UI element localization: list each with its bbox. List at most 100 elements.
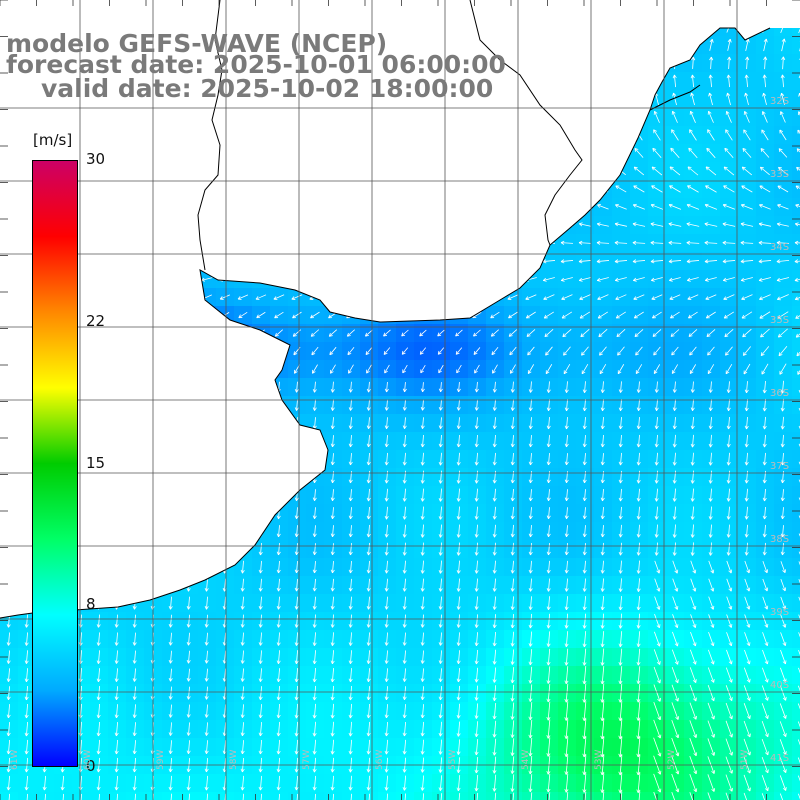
field-cell — [792, 774, 800, 793]
wind-arrow — [709, 38, 714, 51]
field-cell — [792, 54, 800, 73]
wind-arrow — [762, 74, 767, 88]
wind-arrow — [687, 185, 699, 193]
wind-arrow — [561, 294, 573, 301]
wind-arrow — [651, 185, 663, 193]
colorbar-tick: 22 — [86, 311, 106, 330]
wind-arrow — [633, 294, 645, 301]
latitude-label: 39S — [770, 607, 790, 618]
field-cell — [792, 558, 800, 577]
field-cell — [792, 450, 800, 469]
wind-arrow — [614, 222, 628, 227]
wind-arrow — [668, 240, 682, 245]
wind-arrow — [632, 259, 646, 264]
wind-arrow — [256, 311, 266, 319]
wind-arrow — [689, 129, 697, 141]
wind-arrow — [778, 166, 788, 176]
wind-arrow — [743, 111, 750, 123]
wind-arrow — [596, 222, 609, 227]
wind-arrow — [633, 185, 645, 193]
longitude-label: 56W — [375, 749, 385, 770]
wind-arrow — [291, 294, 303, 300]
field-cell — [792, 378, 800, 397]
longitude-label: 57W — [302, 749, 312, 770]
wind-arrow — [781, 56, 786, 70]
wind-arrow — [633, 311, 644, 319]
wind-arrow — [632, 240, 646, 245]
wind-arrow — [776, 294, 789, 301]
wind-arrow — [652, 147, 662, 159]
wind-arrow — [723, 166, 735, 176]
wind-arrow — [704, 259, 718, 264]
wind-arrow — [542, 277, 555, 282]
wind-arrow — [542, 259, 556, 264]
wind-arrow — [561, 311, 573, 319]
field-cell — [792, 702, 800, 721]
wind-arrow — [705, 277, 717, 282]
field-cell — [792, 630, 800, 649]
wind-arrow — [758, 277, 772, 282]
wind-arrow — [490, 311, 500, 319]
colorbar — [32, 160, 78, 767]
wind-arrow — [525, 294, 537, 301]
wind-arrow — [525, 311, 536, 319]
field-cell — [774, 792, 793, 800]
wind-arrow — [797, 129, 800, 135]
field-cell — [792, 126, 800, 145]
field-cell — [792, 90, 800, 109]
wind-arrow — [776, 240, 790, 245]
field-cell — [792, 414, 800, 433]
colorbar-unit: [m/s] — [33, 131, 73, 149]
wind-arrow — [274, 311, 284, 319]
field-cell — [792, 36, 800, 55]
latitude-label: 33S — [770, 169, 790, 180]
field-cell — [792, 576, 800, 595]
field-cell — [792, 162, 800, 181]
field-cell — [792, 432, 800, 451]
latitude-label: 41S — [770, 753, 790, 764]
wind-arrow — [705, 166, 717, 176]
wind-arrow — [708, 92, 713, 106]
wind-arrow — [760, 148, 770, 158]
wind-arrow — [722, 203, 735, 210]
wind-arrow — [543, 311, 555, 319]
wind-arrow — [634, 147, 644, 158]
field-cell — [792, 540, 800, 559]
wind-arrow — [727, 38, 732, 51]
wind-arrow — [776, 259, 790, 264]
wind-arrow — [690, 92, 695, 106]
wind-arrow — [597, 311, 609, 319]
wind-arrow — [632, 222, 646, 227]
wind-arrow — [708, 74, 713, 88]
field-cell — [792, 468, 800, 487]
latitude-label: 34S — [770, 242, 790, 253]
wind-arrow — [273, 294, 285, 300]
field-cell — [792, 792, 800, 800]
wind-arrow — [722, 277, 735, 282]
wind-arrow — [761, 129, 769, 141]
longitude-label: 52W — [667, 749, 677, 770]
wind-arrow — [759, 294, 771, 301]
wind-arrow — [578, 277, 591, 282]
field-cell — [720, 792, 739, 800]
latitude-label: 35S — [770, 315, 790, 326]
wind-arrow — [722, 240, 736, 245]
wind-arrow — [691, 56, 696, 69]
wind-arrow — [560, 240, 573, 245]
field-cell — [792, 108, 800, 127]
field-cell — [792, 306, 800, 325]
wind-arrow — [781, 38, 786, 52]
field-cell — [666, 792, 685, 800]
wind-arrow — [578, 222, 591, 227]
wind-arrow — [796, 166, 800, 171]
wind-arrow — [722, 222, 736, 227]
wind-arrow — [670, 147, 680, 159]
latitude-label: 36S — [770, 388, 790, 399]
wind-arrow — [543, 294, 555, 301]
field-cell — [792, 324, 800, 343]
field-cell — [792, 612, 800, 631]
wind-arrow — [794, 277, 800, 282]
field-cell — [792, 198, 800, 217]
wind-arrow — [650, 222, 664, 227]
wind-arrow — [759, 185, 771, 193]
